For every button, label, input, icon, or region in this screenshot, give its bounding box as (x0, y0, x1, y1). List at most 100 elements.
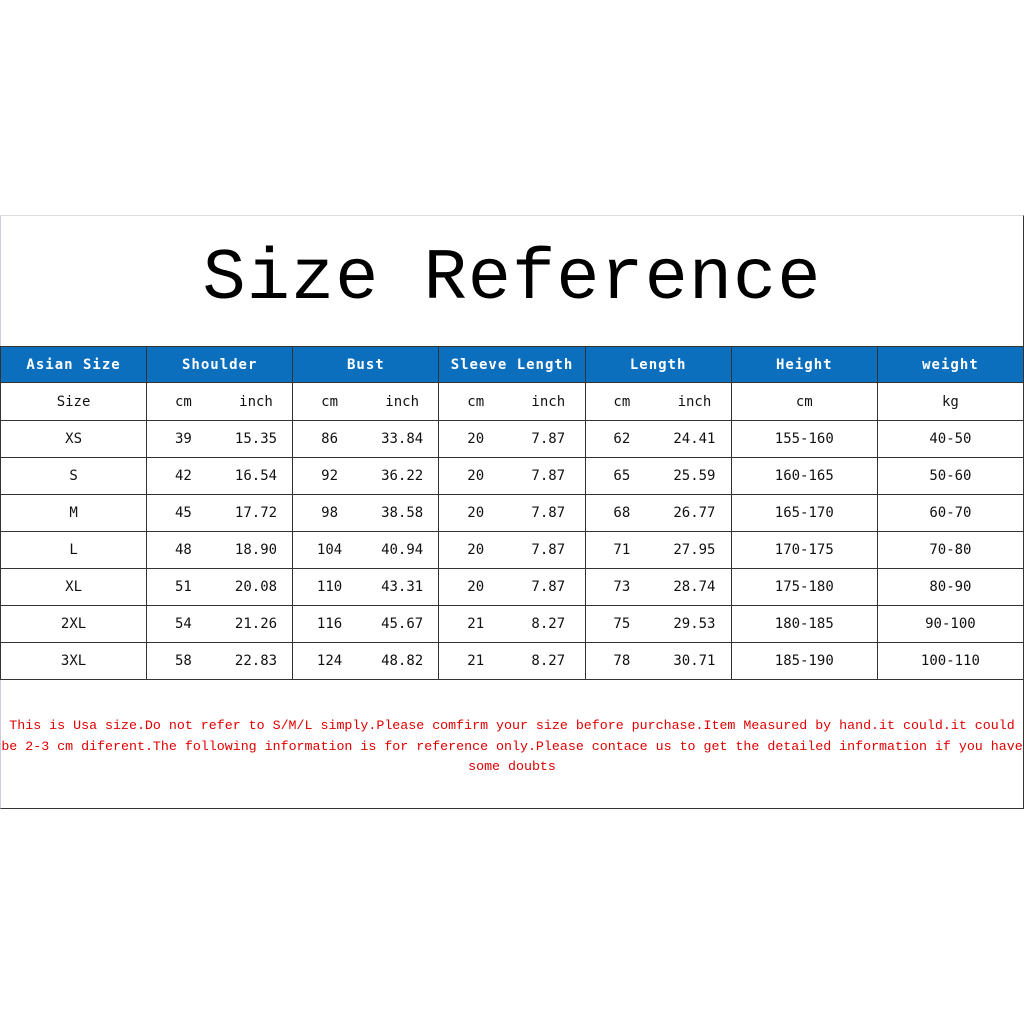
cell-inch: 28.74 (673, 579, 716, 595)
cell-sleeve: 20 7.87 (438, 568, 586, 606)
cell-cm: 73 (613, 579, 631, 595)
cell-inch: 20.08 (234, 579, 278, 595)
cell-height: 175-180 (730, 568, 878, 606)
cell-bust: 86 33.84 (292, 420, 440, 458)
cell-bust: 116 45.67 (292, 605, 440, 643)
cell-length: 68 26.77 (584, 494, 732, 532)
cell-inch: 7.87 (531, 542, 566, 558)
table-row: 3XL 58 22.83 124 48.82 21 8.27 78 30.71 185-190 10… (0, 642, 1024, 680)
unit-inch: inch (239, 393, 273, 410)
cell-cm: 92 (321, 468, 338, 484)
cell-cm: 65 (613, 468, 631, 484)
cell-cm: 58 (175, 653, 192, 669)
cell-weight: 80-90 (876, 568, 1024, 606)
cell-weight: 50-60 (876, 457, 1024, 495)
cell-weight: 40-50 (876, 420, 1024, 458)
header-row: Asian Size Shoulder Bust Sleeve Length L… (0, 346, 1024, 383)
cell-inch: 43.31 (381, 579, 424, 595)
cell-bust: 124 48.82 (292, 642, 440, 680)
cell-shoulder: 42 16.54 (146, 457, 294, 495)
cell-length: 65 25.59 (584, 457, 732, 495)
table-row: L 48 18.90 104 40.94 20 7.87 71 27.95 170-175 70-8… (0, 531, 1024, 569)
unit-cm: cm (467, 393, 485, 410)
size-table: Asian Size Shoulder Bust Sleeve Length L… (0, 346, 1024, 680)
unit-cm: cm (175, 393, 192, 410)
cell-size: 2XL (0, 605, 148, 643)
cell-bust: 98 38.58 (292, 494, 440, 532)
cell-cm: 98 (321, 505, 338, 521)
cell-bust: 110 43.31 (292, 568, 440, 606)
cell-inch: 17.72 (234, 505, 278, 521)
cell-inch: 7.87 (531, 468, 566, 484)
cell-sleeve: 20 7.87 (438, 420, 586, 458)
table-row: XS 39 15.35 86 33.84 20 7.87 62 24.41 155-160 40-5… (0, 420, 1024, 458)
table-row: M 45 17.72 98 38.58 20 7.87 68 26.77 165-170 60-70 (0, 494, 1024, 532)
cell-size: M (0, 494, 148, 532)
cell-size: 3XL (0, 642, 148, 680)
cell-length: 75 29.53 (584, 605, 732, 643)
unit-length: cm inch (584, 382, 732, 421)
cell-inch: 33.84 (381, 431, 424, 447)
header-weight: weight (876, 346, 1024, 383)
cell-cm: 62 (613, 431, 631, 447)
cell-shoulder: 54 21.26 (146, 605, 294, 643)
cell-inch: 7.87 (531, 579, 566, 595)
cell-height: 165-170 (730, 494, 878, 532)
units-row: Size cm inch cm inch cm inch cm inch cm kg (0, 382, 1024, 421)
unit-shoulder: cm inch (146, 382, 294, 421)
cell-inch: 15.35 (234, 431, 278, 447)
page-title: Size Reference (202, 238, 822, 320)
cell-height: 170-175 (730, 531, 878, 569)
unit-sleeve: cm inch (438, 382, 586, 421)
cell-inch: 8.27 (531, 653, 566, 669)
cell-bust: 92 36.22 (292, 457, 440, 495)
cell-cm: 20 (467, 468, 485, 484)
cell-size: XS (0, 420, 148, 458)
cell-size: XL (0, 568, 148, 606)
cell-cm: 45 (175, 505, 192, 521)
cell-cm: 20 (467, 579, 485, 595)
unit-inch: inch (531, 393, 566, 410)
cell-length: 71 27.95 (584, 531, 732, 569)
unit-inch: inch (677, 393, 712, 410)
cell-shoulder: 48 18.90 (146, 531, 294, 569)
cell-shoulder: 51 20.08 (146, 568, 294, 606)
cell-inch: 27.95 (673, 542, 716, 558)
cell-length: 62 24.41 (584, 420, 732, 458)
cell-length: 73 28.74 (584, 568, 732, 606)
cell-cm: 71 (613, 542, 631, 558)
table-row: XL 51 20.08 110 43.31 20 7.87 73 28.74 175-180 80-… (0, 568, 1024, 606)
cell-inch: 24.41 (673, 431, 716, 447)
cell-inch: 18.90 (234, 542, 278, 558)
cell-cm: 54 (175, 616, 192, 632)
cell-cm: 78 (613, 653, 631, 669)
header-shoulder: Shoulder (146, 346, 294, 383)
cell-inch: 22.83 (234, 653, 278, 669)
cell-height: 155-160 (730, 420, 878, 458)
unit-weight: kg (876, 382, 1024, 421)
cell-bust: 104 40.94 (292, 531, 440, 569)
cell-height: 160-165 (730, 457, 878, 495)
cell-weight: 70-80 (876, 531, 1024, 569)
cell-cm: 21 (467, 616, 485, 632)
cell-cm: 110 (316, 579, 343, 595)
cell-sleeve: 21 8.27 (438, 642, 586, 680)
cell-cm: 75 (613, 616, 631, 632)
cell-inch: 16.54 (234, 468, 278, 484)
cell-inch: 25.59 (673, 468, 716, 484)
cell-cm: 68 (613, 505, 631, 521)
cell-inch: 45.67 (381, 616, 424, 632)
cell-inch: 29.53 (673, 616, 716, 632)
cell-sleeve: 20 7.87 (438, 531, 586, 569)
cell-cm: 39 (175, 431, 192, 447)
cell-cm: 51 (175, 579, 192, 595)
disclaimer-note: This is Usa size.Do not refer to S/M/L s… (1, 718, 1023, 774)
cell-cm: 42 (175, 468, 192, 484)
cell-inch: 30.71 (673, 653, 716, 669)
cell-weight: 90-100 (876, 605, 1024, 643)
cell-shoulder: 58 22.83 (146, 642, 294, 680)
cell-cm: 48 (175, 542, 192, 558)
unit-size: Size (0, 382, 148, 421)
cell-inch: 40.94 (381, 542, 424, 558)
unit-bust: cm inch (292, 382, 440, 421)
